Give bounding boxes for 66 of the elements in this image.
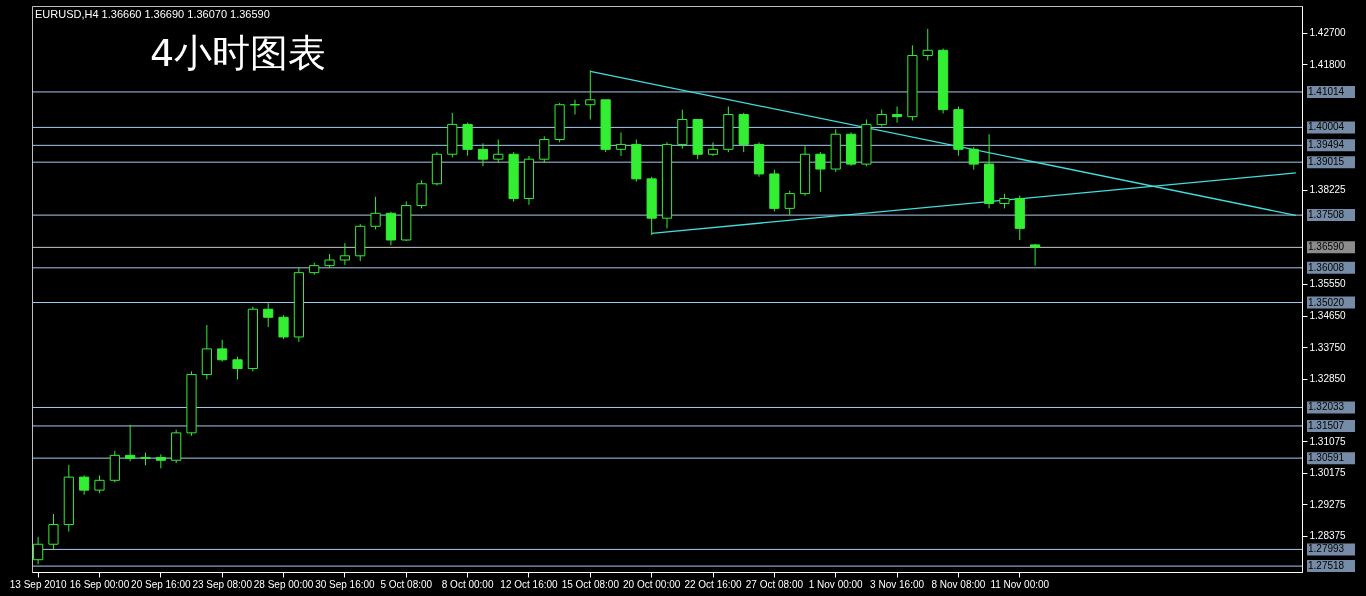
candlestick	[278, 314, 289, 340]
y-tick-label: 1.32850	[1309, 373, 1347, 385]
candlestick	[815, 151, 826, 193]
candlestick	[232, 356, 243, 380]
ref-line-label: 1.39015	[1308, 156, 1345, 168]
x-tick-label: 20 Sep 16:00	[131, 578, 192, 590]
candlestick	[33, 536, 44, 565]
candlestick	[891, 105, 903, 124]
x-tick-label: 13 Sep 2010	[9, 578, 67, 590]
x-tick-label: 15 Oct 08:00	[561, 578, 620, 590]
y-tick-label: 1.38225	[1309, 184, 1347, 196]
ref-line-label: 1.35020	[1308, 296, 1345, 308]
ref-line-label: 1.37508	[1308, 209, 1345, 221]
x-tick-label: 28 Sep 00:00	[253, 578, 314, 590]
x-tick-label: 8 Oct 00:00	[441, 578, 494, 590]
candlestick	[493, 139, 504, 164]
y-tick-label: 1.33750	[1309, 341, 1347, 353]
ref-line-label: 1.36008	[1308, 261, 1345, 273]
x-tick-label: 8 Nov 08:00	[931, 578, 986, 590]
candlestick	[569, 99, 581, 116]
x-tick-label: 3 Nov 16:00	[870, 578, 925, 590]
candlestick	[968, 146, 979, 171]
text: 4小时图表	[150, 31, 327, 75]
candlestick	[48, 513, 59, 550]
ref-line-label: 1.32033	[1308, 401, 1345, 413]
ref-line-label: 1.31507	[1308, 419, 1345, 431]
x-tick-label: 12 Oct 16:00	[500, 578, 559, 590]
candlestick	[263, 302, 274, 328]
candlestick	[707, 141, 719, 157]
y-tick-label: 1.41800	[1309, 58, 1347, 70]
candlestick	[784, 190, 795, 216]
candlestick	[125, 424, 136, 462]
candlestick	[370, 196, 381, 230]
candlestick	[477, 142, 489, 167]
y-tick-label: 1.35550	[1309, 278, 1347, 290]
ref-line-label: 1.40004	[1308, 121, 1345, 133]
candlestick	[339, 242, 350, 266]
x-tick-label: 1 Nov 00:00	[808, 578, 864, 590]
candlestick	[416, 179, 427, 209]
ref-line-label: 1.27518	[1308, 560, 1345, 572]
ref-line-label: 1.41014	[1308, 85, 1345, 97]
x-tick-label: 23 Sep 08:00	[192, 578, 253, 590]
y-tick-label: 1.28375	[1309, 530, 1347, 542]
candlestick	[585, 69, 596, 120]
ref-line-label: 1.36590	[1308, 241, 1345, 253]
x-tick-label: 16 Sep 00:00	[69, 578, 130, 590]
candlestick	[79, 474, 90, 496]
candlestick	[922, 28, 933, 61]
candlestick	[615, 131, 627, 157]
y-tick-label: 1.29275	[1309, 498, 1347, 510]
candlestick	[539, 135, 550, 164]
y-tick-label: 1.31075	[1309, 435, 1347, 447]
x-tick-label: 22 Oct 16:00	[684, 578, 743, 590]
candlestick	[217, 339, 228, 363]
annotation: EURUSD,H4 1.36660 1.36690 1.36070 1.36590	[35, 8, 270, 20]
y-tick-label: 1.42700	[1309, 27, 1347, 39]
x-tick-label: 5 Oct 08:00	[380, 578, 433, 590]
x-tick-label: 11 Nov 00:00	[990, 578, 1050, 590]
y-tick-label: 1.34650	[1309, 310, 1347, 322]
x-tick-label: 30 Sep 16:00	[315, 578, 376, 590]
y-tick-label: 1.30175	[1309, 467, 1347, 479]
ref-line-label: 1.27993	[1308, 543, 1345, 555]
ref-line-label: 1.39494	[1308, 139, 1345, 151]
x-tick-label: 27 Oct 08:00	[745, 578, 804, 590]
ref-line-label: 1.30591	[1308, 452, 1345, 464]
x-tick-label: 20 Oct 00:00	[623, 578, 681, 590]
